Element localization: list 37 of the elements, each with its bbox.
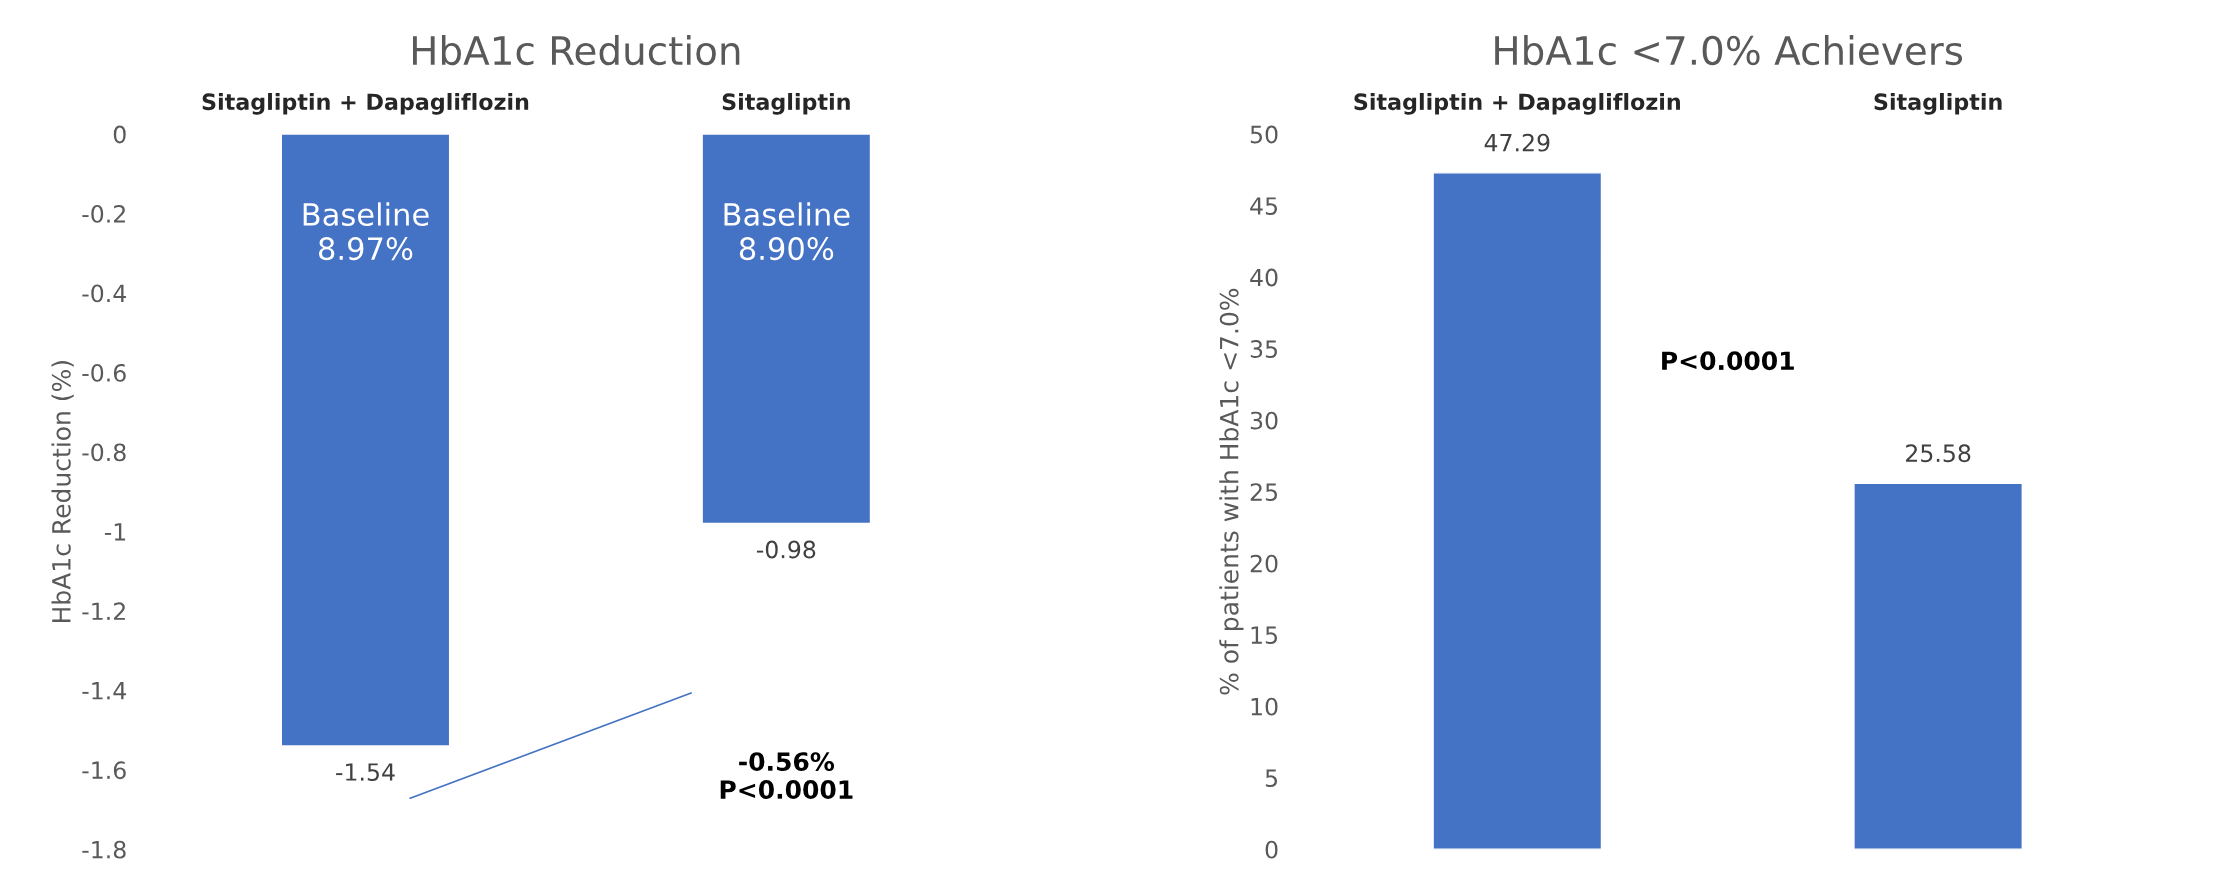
y-tick-label: 35 — [1250, 340, 1278, 358]
y-tick-label: -0.6 — [82, 363, 126, 382]
y-tick-label: 45 — [1250, 197, 1278, 215]
y-tick-label: -1.2 — [82, 602, 125, 620]
annotation: Baseline 8.97% — [303, 202, 429, 261]
data-label: -1.54 — [336, 763, 395, 781]
y-tick-label: -0.4 — [82, 284, 126, 303]
y-tick-label: 10 — [1251, 697, 1278, 716]
y-tick-label: 30 — [1250, 411, 1278, 430]
x-tick-label: Sitagliptin + Dapagliflozin — [202, 92, 529, 115]
y-tick-label: 5 — [1265, 769, 1278, 788]
y-tick-label: 15 — [1251, 626, 1278, 645]
x-tick-label: Sitagliptin + Dapagliflozin — [1354, 92, 1680, 115]
y-tick-label: 40 — [1250, 268, 1278, 287]
y-tick-label: 50 — [1250, 125, 1278, 144]
chart-title: HbA1c Reduction — [413, 35, 740, 66]
y-tick-label: -1 — [104, 523, 126, 541]
annotation: Baseline 8.90% — [724, 202, 850, 261]
y-axis-title: % of patients with HbA1c <7.0% — [1219, 288, 1244, 695]
data-label: 25.58 — [1906, 444, 1971, 463]
x-tick-label: Sitagliptin — [1874, 92, 2002, 115]
chart-title: HbA1c <7.0% Achievers — [1495, 35, 1963, 66]
y-tick-label: -1.4 — [82, 682, 126, 700]
y-tick-label: -1.8 — [82, 840, 126, 859]
y-axis-title: HbA1c Reduction (%) — [51, 361, 74, 623]
y-tick-label: -0.8 — [82, 443, 126, 462]
data-label: 47.29 — [1484, 133, 1550, 152]
y-tick-label: 0 — [1265, 840, 1278, 859]
y-tick-label: 25 — [1250, 483, 1278, 502]
annotation: -0.56% P<0.0001 — [720, 752, 853, 800]
y-tick-label: 20 — [1250, 554, 1278, 573]
data-label: -0.98 — [756, 540, 816, 559]
y-tick-label: -0.2 — [82, 205, 125, 223]
y-tick-label: 0 — [113, 125, 126, 144]
x-tick-label: Sitagliptin — [722, 92, 850, 115]
annotation: P<0.0001 — [1662, 351, 1794, 371]
y-tick-label: -1.6 — [82, 761, 126, 780]
